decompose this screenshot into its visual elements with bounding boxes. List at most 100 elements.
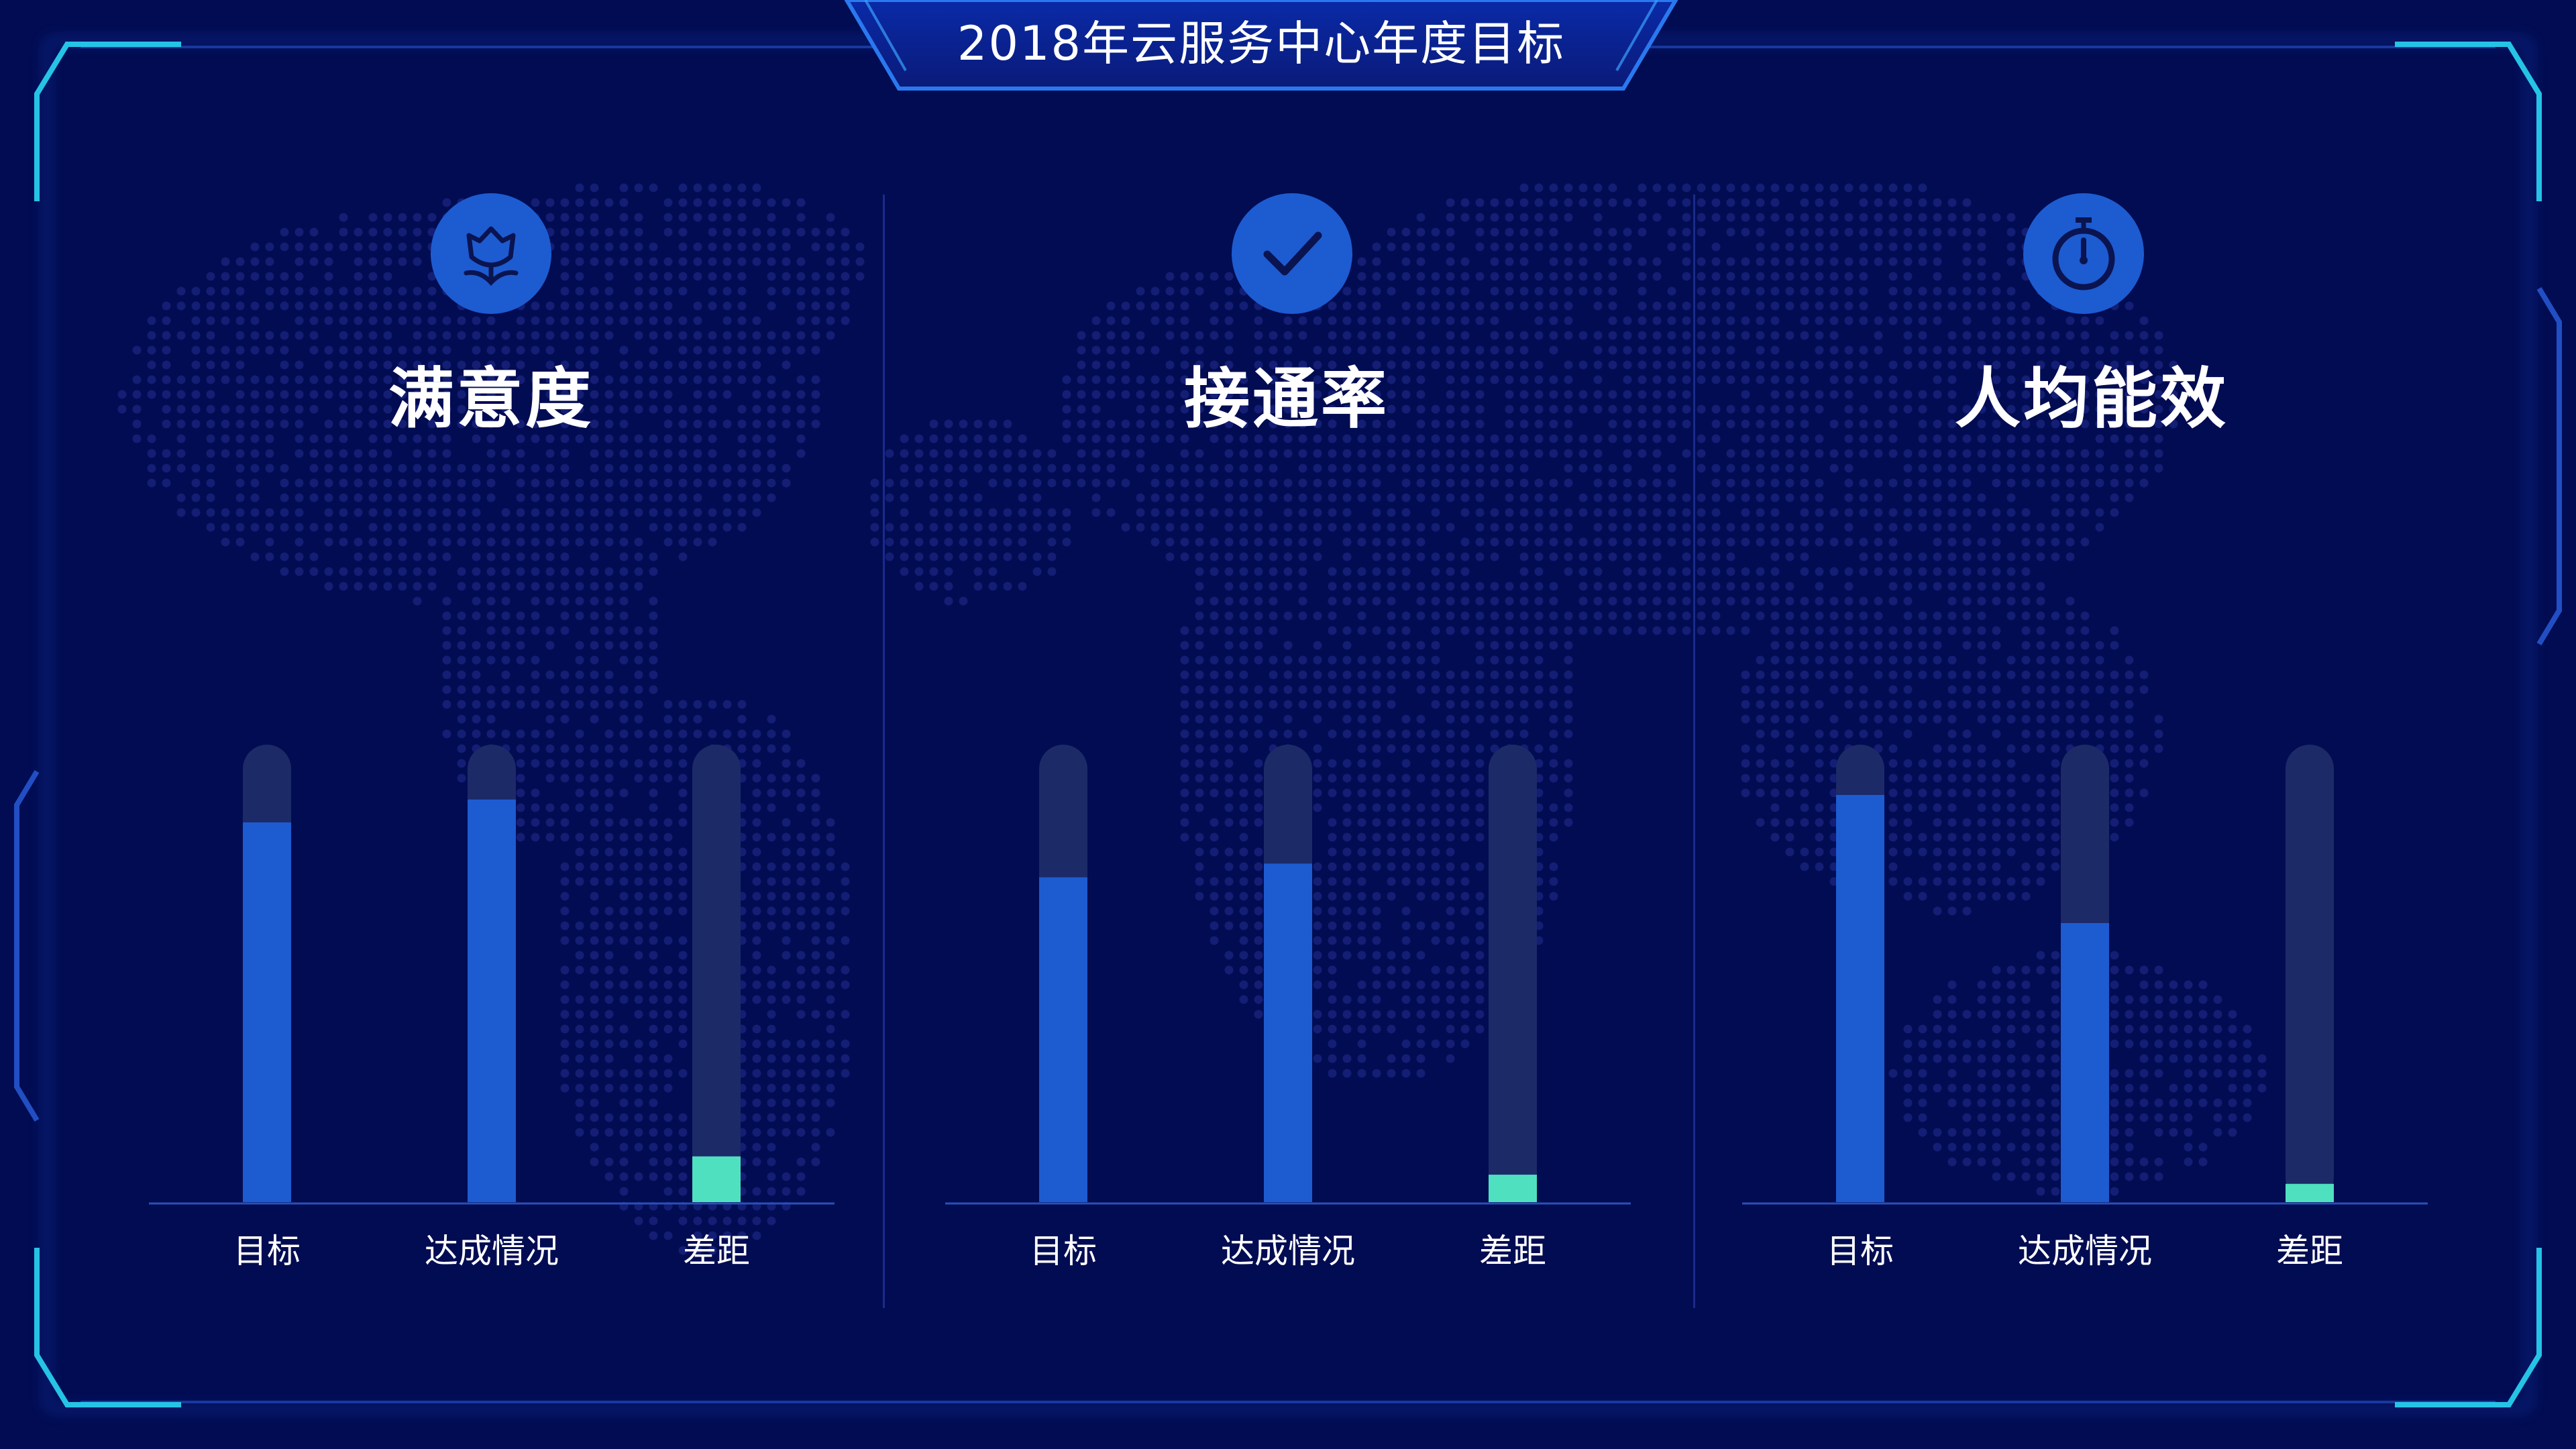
map-dot [708,272,717,281]
map-dot [1726,183,1735,193]
bar-track [2286,745,2334,1202]
bar-gap [2286,1183,2334,1202]
map-dot [590,242,599,252]
map-dot [1578,257,1588,266]
map-dot [1697,272,1706,281]
map-dot [1401,257,1411,266]
map-dot [250,301,260,311]
map-dot [1770,183,1780,193]
map-dot [1711,242,1721,252]
map-dot [1446,213,1455,222]
map-dot [427,286,437,296]
map-dot [1549,301,1558,311]
map-dot [1534,301,1544,311]
map-dot [221,272,230,281]
map-dot [604,272,614,281]
map-dot [737,213,747,222]
map-dot [1652,272,1662,281]
map-dot [663,272,673,281]
map-dot [1534,183,1544,193]
map-dot [1933,242,1942,252]
map-dot [1180,272,1189,281]
map-dot [1859,286,1868,296]
map-dot [368,227,378,237]
map-dot [722,183,732,193]
map-dot [782,272,791,281]
map-dot [826,257,835,266]
map-dot [590,301,599,311]
map-dot [1918,242,1927,252]
map-dot [1638,213,1647,222]
map-dot [722,301,732,311]
map-dot [722,257,732,266]
map-dot [1638,272,1647,281]
map-dot [368,272,378,281]
map-dot [1564,316,1573,325]
bar-target [1836,795,1884,1202]
map-dot [1446,198,1455,207]
map-dot [1224,301,1234,311]
map-dot [294,272,304,281]
map-dot [1549,286,1558,296]
map-dot [619,227,629,237]
map-dot [708,183,717,193]
map-dot [1298,316,1307,325]
map-dot [1401,227,1411,237]
map-dot [752,198,761,207]
map-dot [708,227,717,237]
map-dot [1741,213,1750,222]
map-dot [324,257,333,266]
map-dot [693,242,702,252]
map-dot [413,242,422,252]
map-dot [1519,286,1529,296]
map-dot [663,286,673,296]
map-dot [545,301,555,311]
map-dot [1357,272,1366,281]
map-dot [1888,316,1898,325]
map-dot [722,198,732,207]
map-dot [722,227,732,237]
map-dot [619,301,629,311]
map-dot [1829,198,1839,207]
map-dot [1697,198,1706,207]
map-dot [1357,286,1366,296]
map-dot [1357,257,1366,266]
map-dot [1933,301,1942,311]
map-dot [678,316,688,325]
map-dot [531,198,540,207]
map-dot [1859,257,1868,266]
map-dot [1446,257,1455,266]
map-dot [1874,257,1883,266]
map-dot [1416,242,1426,252]
map-dot [368,242,378,252]
map-dot [1800,316,1809,325]
map-dot [767,272,776,281]
map-dot [737,286,747,296]
map-dot [1903,227,1913,237]
category-label: 达成情况 [1221,1232,1355,1271]
map-dot [1785,301,1794,311]
map-dot [1844,257,1854,266]
map-dot [575,227,584,237]
map-dot [708,242,717,252]
map-dot [649,257,658,266]
map-dot [324,301,333,311]
map-dot [1770,257,1780,266]
map-dot [1770,286,1780,296]
map-dot [811,301,820,311]
map-dot [1829,183,1839,193]
map-dot [1564,286,1573,296]
map-dot [280,272,289,281]
bar-track [692,745,741,1202]
map-dot [1593,286,1603,296]
map-dot [826,242,835,252]
map-dot [235,272,245,281]
map-dot [604,257,614,266]
map-dot [1180,286,1189,296]
map-dot [1534,213,1544,222]
map-dot [486,316,496,325]
map-dot [1918,183,1927,193]
map-dot [1608,316,1617,325]
map-dot [1697,301,1706,311]
map-dot [398,227,407,237]
